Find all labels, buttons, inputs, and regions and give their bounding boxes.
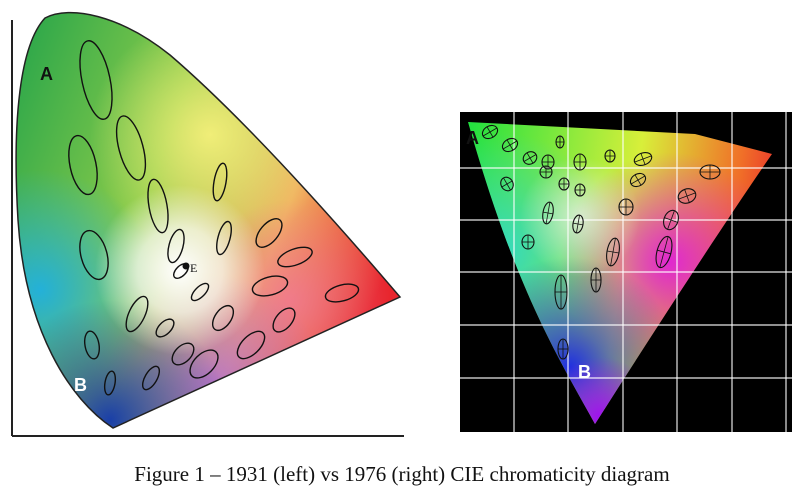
macadam-ellipses [68, 40, 360, 396]
ellipse [554, 274, 568, 310]
ellipse [677, 188, 697, 204]
ellipse [501, 137, 519, 153]
ellipse [147, 178, 169, 234]
label-a: A [40, 64, 53, 84]
ellipse [251, 275, 289, 297]
ellipse [83, 330, 101, 360]
macadam-ellipses [481, 124, 721, 360]
spectral-locus [15, 11, 402, 429]
ellipse [542, 201, 554, 225]
ellipse [539, 165, 553, 179]
ellipse [272, 307, 296, 333]
ellipse [125, 295, 149, 333]
ellipse [277, 246, 313, 268]
ellipse [216, 220, 232, 256]
ellipse [655, 235, 673, 269]
ellipse [255, 218, 283, 248]
ellipse [211, 304, 235, 332]
label-b: B [578, 362, 591, 382]
figure-caption: Figure 1 – 1931 (left) vs 1976 (right) C… [134, 462, 670, 486]
label-a: A [466, 128, 479, 148]
ellipse [500, 176, 514, 192]
ellipse [573, 153, 587, 171]
ellipse [606, 237, 620, 267]
ellipse [558, 177, 570, 191]
ellipse [79, 229, 109, 281]
ellipse [618, 198, 634, 216]
ellipse [663, 209, 679, 231]
ellipse [633, 152, 653, 166]
label-e: E [190, 261, 197, 275]
ellipse [171, 342, 195, 366]
ellipse [557, 338, 569, 360]
ellipse [699, 164, 721, 180]
ellipse [521, 234, 535, 250]
ellipse [68, 134, 98, 196]
ellipse [574, 183, 586, 197]
ellipse [103, 370, 117, 396]
ellipse [324, 283, 360, 303]
ellipse [481, 124, 499, 140]
ellipse [555, 135, 565, 149]
cie-1931-diagram: E A B [11, 11, 404, 437]
ellipse [141, 365, 161, 391]
ellipse [604, 149, 616, 163]
white-point-e [182, 262, 190, 270]
ellipse [167, 228, 185, 264]
ellipse [629, 172, 647, 188]
ellipse [212, 162, 228, 202]
ellipse [155, 318, 175, 338]
ellipse [79, 40, 113, 120]
ellipse [189, 349, 219, 379]
ellipse [236, 330, 266, 360]
ellipse [115, 115, 147, 181]
ellipse [190, 282, 210, 302]
gamut-fill [16, 12, 400, 429]
label-b: B [74, 375, 87, 395]
ellipse [522, 151, 538, 165]
ellipse [572, 214, 584, 234]
ellipse [590, 267, 602, 293]
cie-1976-diagram: A B [460, 112, 792, 432]
grid [460, 112, 792, 432]
